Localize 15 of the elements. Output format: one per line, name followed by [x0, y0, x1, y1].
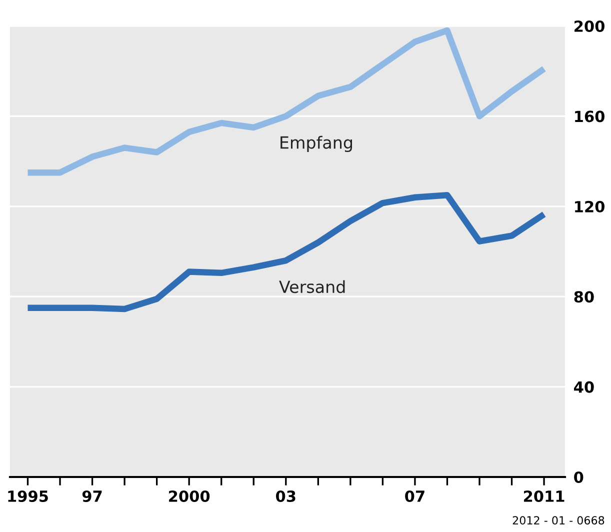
- y-tick-label: 40: [574, 381, 594, 393]
- text: 2012 - 01 - 0668: [512, 516, 604, 525]
- series-label: Versand: [279, 280, 345, 294]
- series-label: Empfang: [280, 136, 352, 152]
- y-tick-label: 160: [575, 110, 604, 122]
- x-tick-label: 2000: [169, 490, 210, 502]
- y-tick-label: 200: [574, 20, 604, 32]
- y-tick-label: 0: [574, 471, 584, 484]
- x-tick-label: 97: [82, 490, 102, 502]
- y-tick-label: 80: [574, 291, 594, 303]
- x-tick-label: 07: [405, 490, 424, 502]
- y-tick-label: 120: [575, 200, 604, 212]
- x-tick-label: 2011: [524, 490, 564, 502]
- x-tick-label: 1995: [8, 490, 48, 502]
- x-tick-label: 03: [276, 490, 296, 502]
